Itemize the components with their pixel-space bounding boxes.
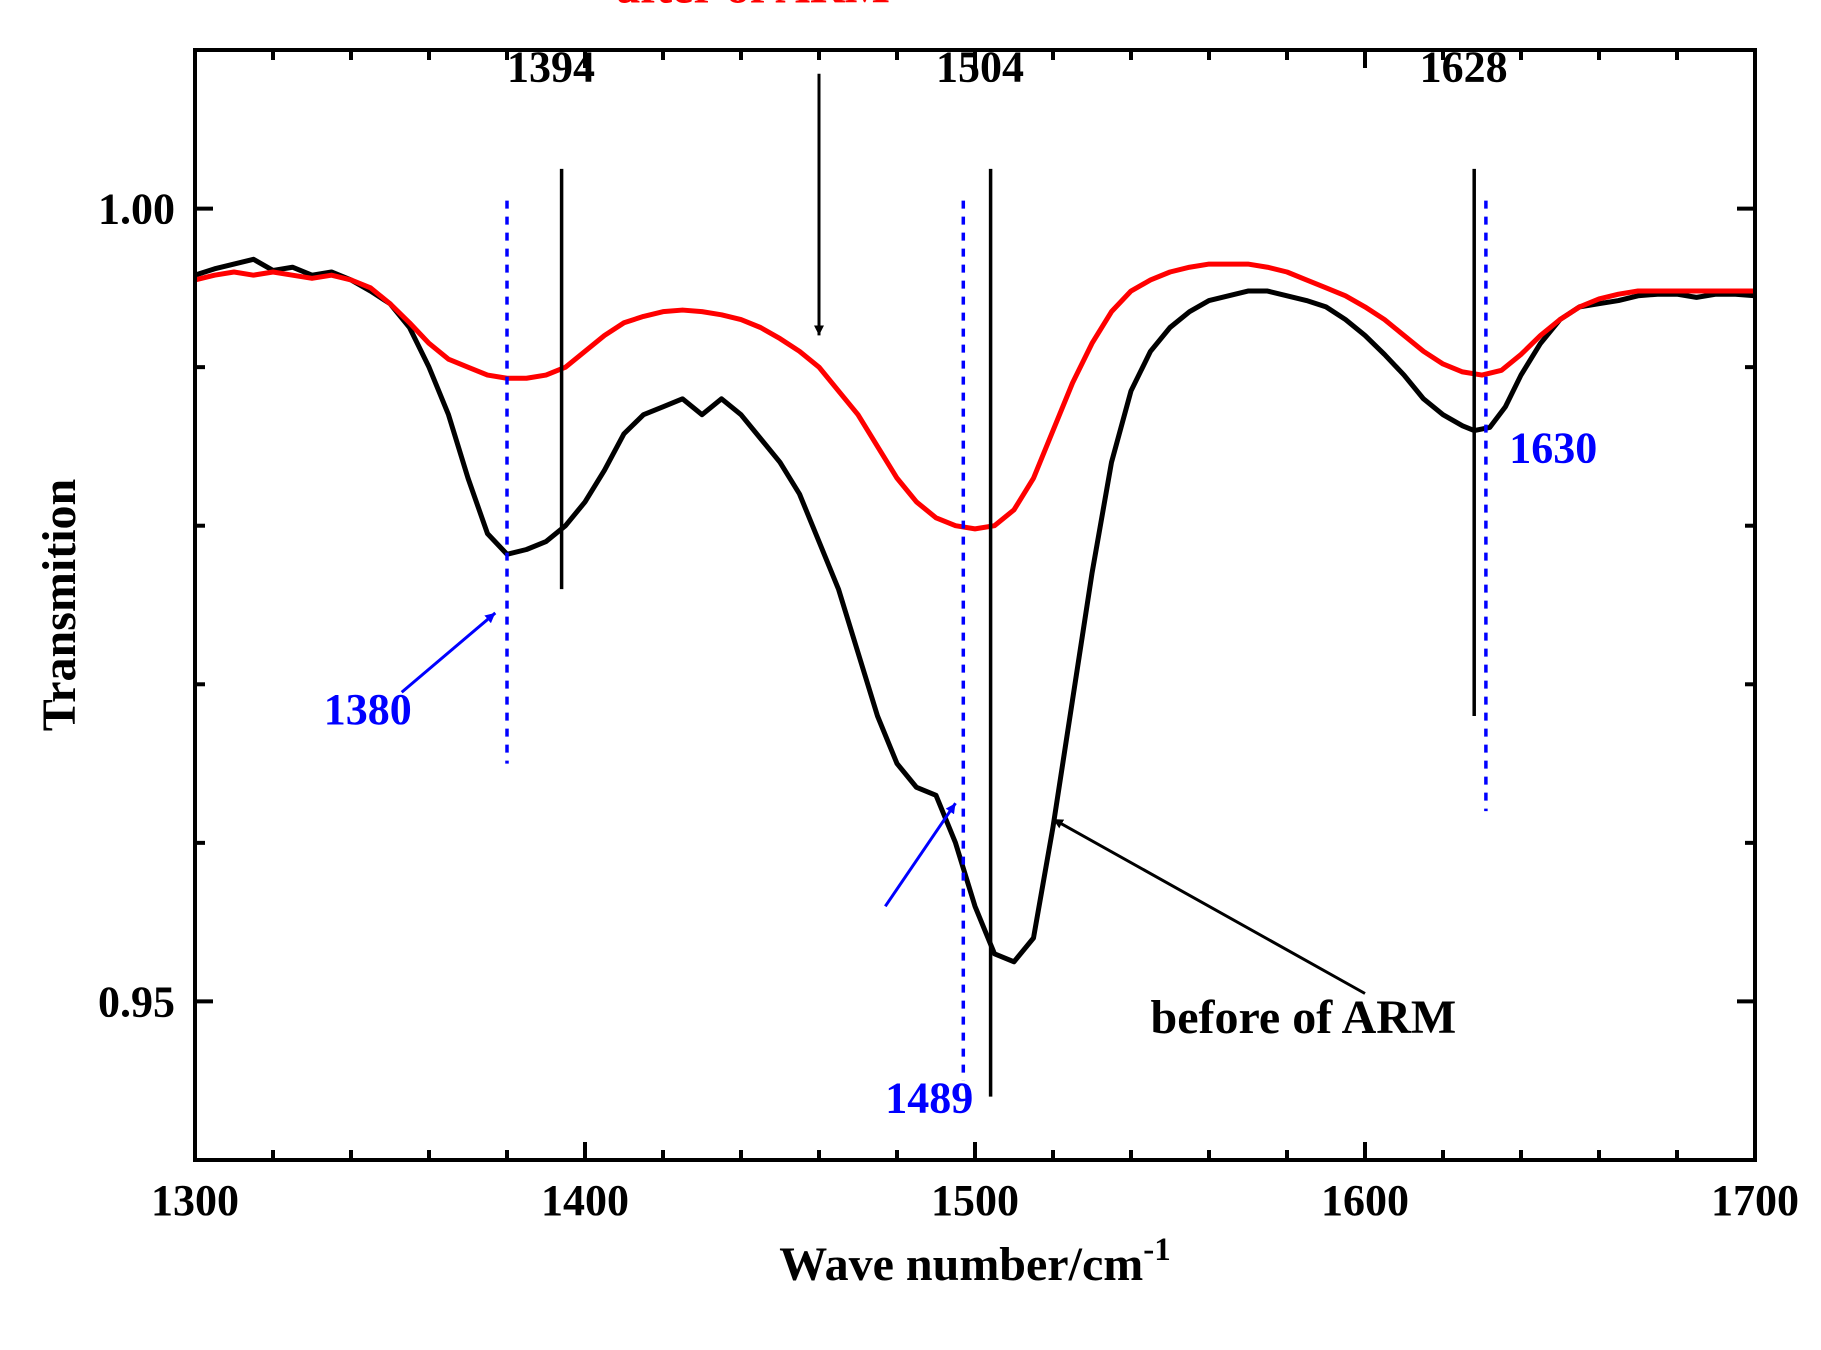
label-1504: 1504: [936, 43, 1024, 92]
label-1628: 1628: [1420, 43, 1508, 92]
y-tick-label: 1.00: [98, 185, 175, 234]
x-tick-label: 1300: [151, 1176, 239, 1225]
x-tick-label: 1400: [541, 1176, 629, 1225]
y-tick-label: 0.95: [98, 977, 175, 1026]
chart-container: 1300 1400 1500 1600 1700 0.95 1.00 Wave number/…: [0, 0, 1821, 1350]
x-tick-label: 1500: [931, 1176, 1019, 1225]
x-tick-label: 1600: [1321, 1176, 1409, 1225]
x-axis-title: Wave number/cm-1: [779, 1232, 1170, 1291]
label-1630: 1630: [1509, 423, 1597, 472]
chart-background: [0, 0, 1821, 1350]
label-before-arm: before of ARM: [1151, 991, 1457, 1044]
label-1380: 1380: [324, 685, 412, 734]
label-after-arm: after of ARM: [616, 0, 890, 13]
x-tick-label: 1700: [1711, 1176, 1799, 1225]
chart-svg: 1300 1400 1500 1600 1700 0.95 1.00 Wave number/…: [0, 0, 1821, 1350]
label-1489: 1489: [885, 1073, 973, 1122]
y-axis-title: Transmition: [33, 479, 86, 731]
label-1394: 1394: [507, 43, 595, 92]
